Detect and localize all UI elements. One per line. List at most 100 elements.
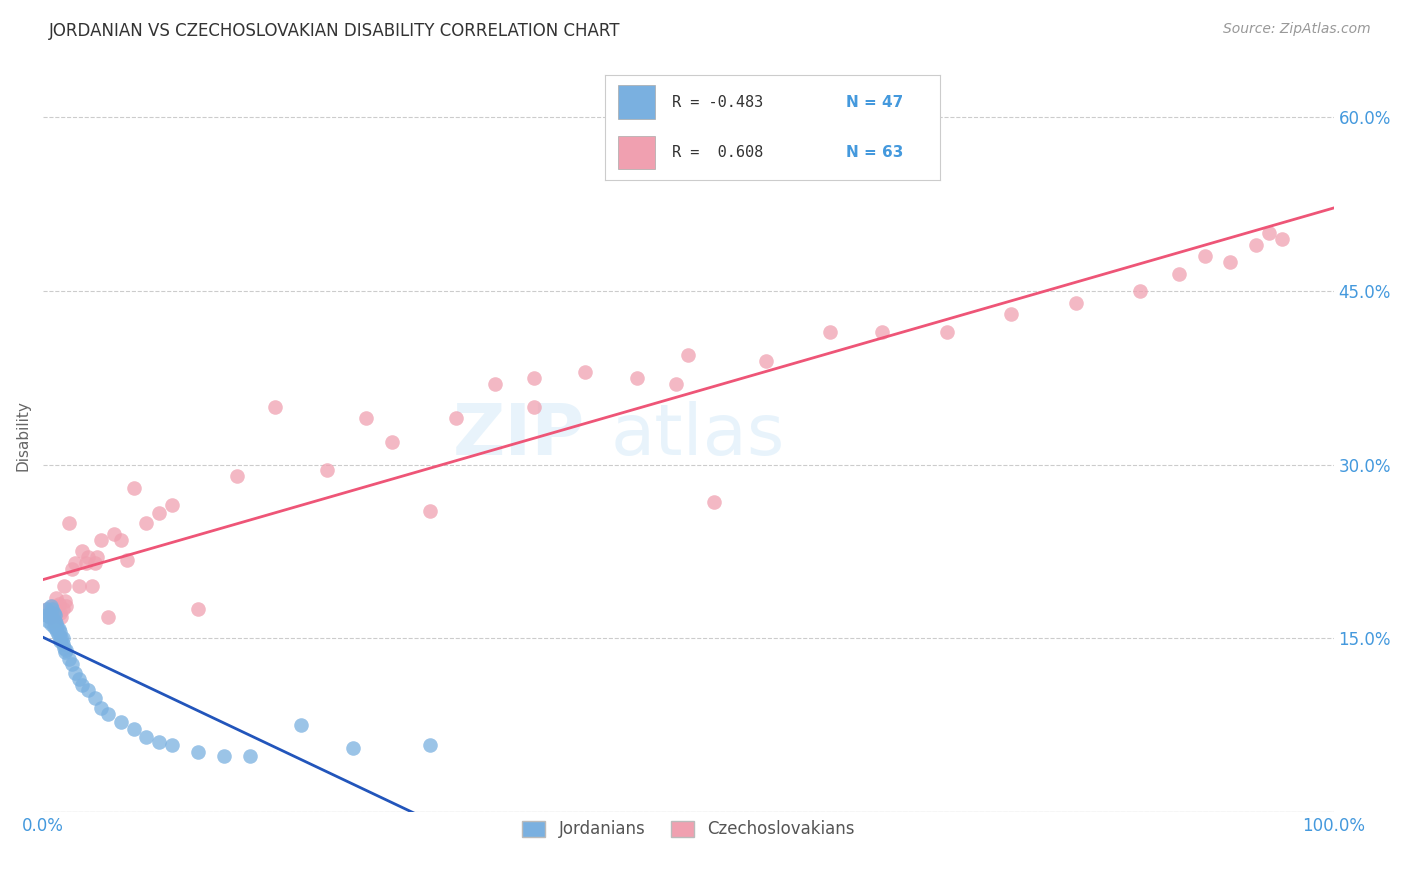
Point xyxy=(46,620,69,634)
Point xyxy=(444,411,467,425)
Point xyxy=(42,614,65,628)
Point xyxy=(342,741,364,756)
Point xyxy=(522,400,544,414)
Point xyxy=(55,599,77,613)
Point xyxy=(35,602,58,616)
Point xyxy=(48,622,70,636)
Point xyxy=(187,745,209,759)
Point xyxy=(39,617,62,632)
Point xyxy=(90,533,112,547)
Point xyxy=(58,516,80,530)
Point xyxy=(46,625,69,640)
Point xyxy=(45,622,67,636)
Point xyxy=(83,691,105,706)
Point xyxy=(37,614,59,628)
Point xyxy=(115,552,138,566)
Point xyxy=(53,594,76,608)
Point xyxy=(83,556,105,570)
Point xyxy=(41,602,63,616)
Point xyxy=(148,735,170,749)
Point xyxy=(60,657,83,671)
Point xyxy=(162,738,184,752)
Point xyxy=(38,606,60,620)
Point xyxy=(51,632,73,646)
Point xyxy=(90,700,112,714)
Point xyxy=(60,562,83,576)
Point xyxy=(1244,237,1267,252)
Point xyxy=(48,629,70,643)
Point xyxy=(419,504,441,518)
Point xyxy=(135,516,157,530)
Point xyxy=(58,652,80,666)
Point xyxy=(1129,284,1152,298)
Point xyxy=(110,714,132,729)
Point xyxy=(46,599,69,613)
Point xyxy=(626,371,648,385)
Point xyxy=(51,632,73,646)
Point xyxy=(55,643,77,657)
Text: JORDANIAN VS CZECHOSLOVAKIAN DISABILITY CORRELATION CHART: JORDANIAN VS CZECHOSLOVAKIAN DISABILITY … xyxy=(49,22,620,40)
Point xyxy=(77,550,100,565)
Point xyxy=(162,498,184,512)
Point xyxy=(49,606,72,620)
Point xyxy=(522,371,544,385)
Point xyxy=(38,610,60,624)
Point xyxy=(664,376,686,391)
Point xyxy=(35,608,58,623)
Point xyxy=(187,602,209,616)
Point xyxy=(1219,255,1241,269)
Point xyxy=(86,550,108,565)
Point xyxy=(44,614,66,628)
Point xyxy=(97,706,120,721)
Point xyxy=(103,527,125,541)
Point xyxy=(419,738,441,752)
Point xyxy=(51,602,73,616)
Point xyxy=(67,579,90,593)
Point xyxy=(1194,249,1216,263)
Point xyxy=(39,599,62,613)
Point xyxy=(42,620,65,634)
Point xyxy=(65,556,87,570)
Point xyxy=(381,434,404,449)
Point xyxy=(67,672,90,686)
Point xyxy=(75,556,97,570)
Point xyxy=(1000,307,1022,321)
Point xyxy=(870,325,893,339)
Point xyxy=(82,579,104,593)
Point xyxy=(48,597,70,611)
Point xyxy=(39,606,62,620)
Point xyxy=(820,325,842,339)
Point xyxy=(45,616,67,631)
Point xyxy=(1167,267,1189,281)
Point xyxy=(41,610,63,624)
Point xyxy=(935,325,957,339)
Point xyxy=(484,376,506,391)
Point xyxy=(65,665,87,680)
Point xyxy=(70,677,93,691)
Point xyxy=(38,610,60,624)
Point xyxy=(135,730,157,744)
Point xyxy=(703,494,725,508)
Point xyxy=(52,640,75,655)
Point xyxy=(70,544,93,558)
Point xyxy=(122,722,145,736)
Point xyxy=(52,579,75,593)
Text: Source: ZipAtlas.com: Source: ZipAtlas.com xyxy=(1223,22,1371,37)
Point xyxy=(225,469,247,483)
Point xyxy=(316,463,339,477)
Point xyxy=(574,365,596,379)
Point xyxy=(110,533,132,547)
Point xyxy=(42,606,65,620)
Point xyxy=(77,683,100,698)
Point xyxy=(148,506,170,520)
Point xyxy=(35,602,58,616)
Point xyxy=(122,481,145,495)
Point xyxy=(354,411,377,425)
Point xyxy=(51,637,73,651)
Point xyxy=(264,400,287,414)
Text: ZIP: ZIP xyxy=(453,401,585,470)
Point xyxy=(1271,232,1294,246)
Point xyxy=(44,608,66,623)
Point xyxy=(49,625,72,640)
Point xyxy=(44,608,66,623)
